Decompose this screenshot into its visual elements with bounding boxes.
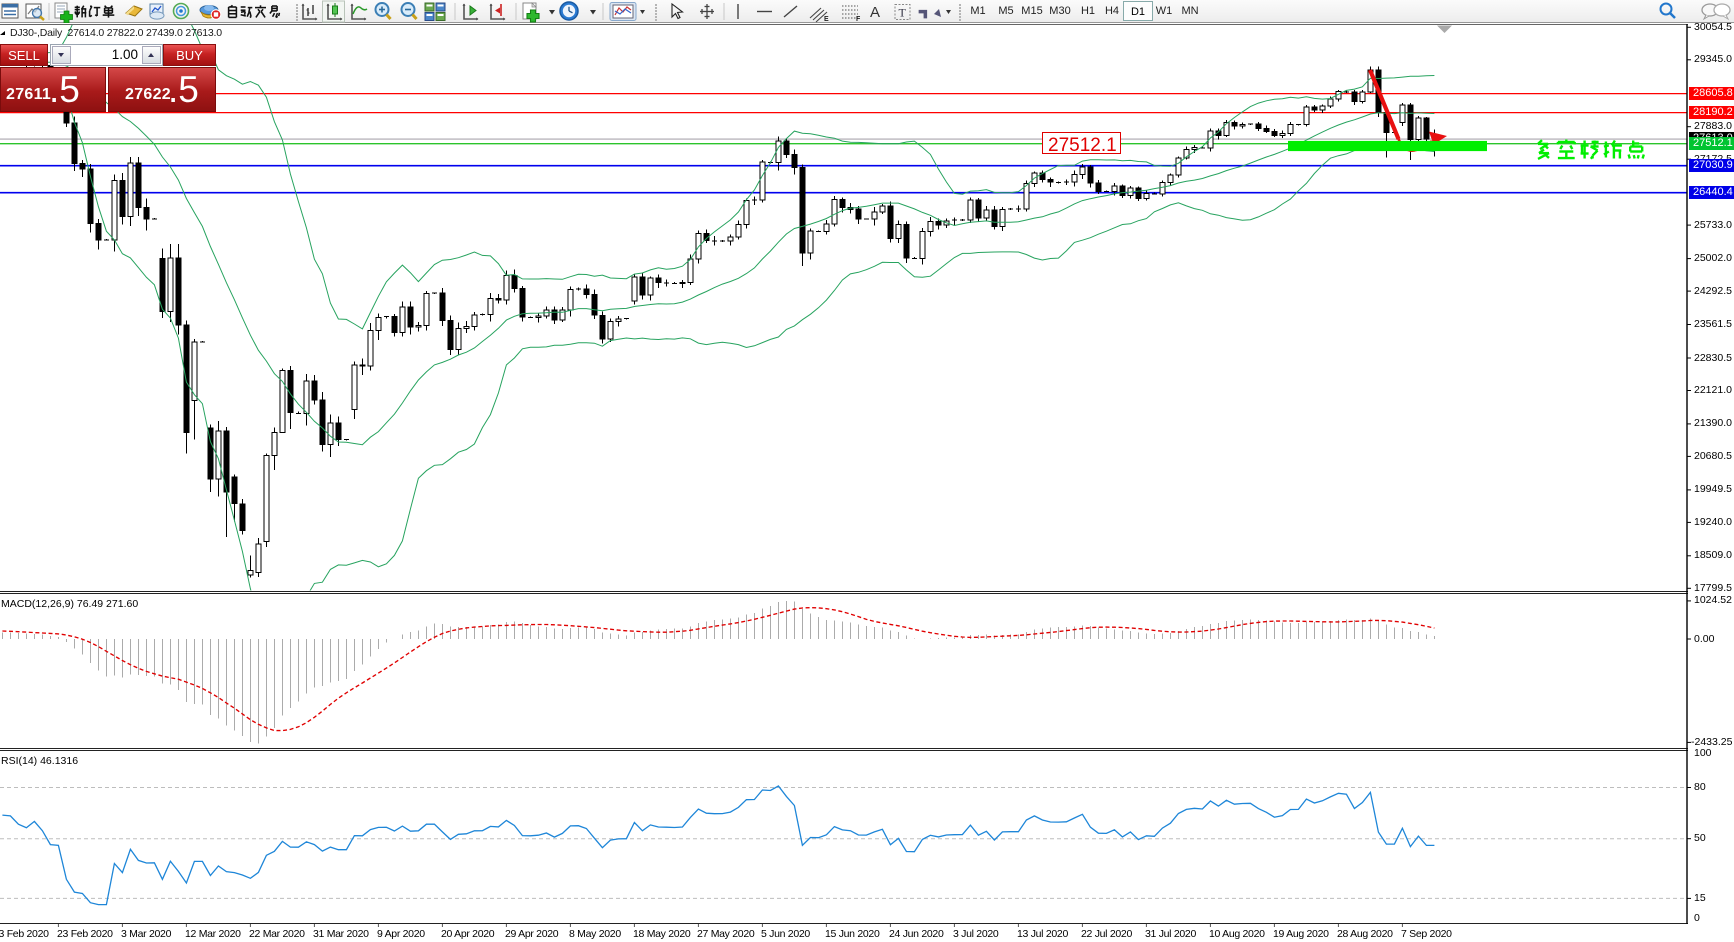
svg-text:E: E bbox=[824, 16, 829, 23]
svg-text:A: A bbox=[870, 4, 880, 21]
svg-text:27512.1: 27512.1 bbox=[1048, 135, 1117, 156]
svg-text:T: T bbox=[899, 6, 907, 20]
svg-text:F: F bbox=[856, 16, 861, 23]
